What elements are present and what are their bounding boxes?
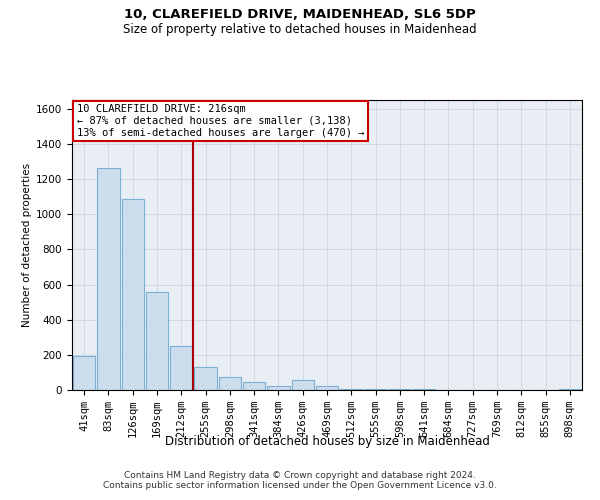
Y-axis label: Number of detached properties: Number of detached properties (22, 163, 32, 327)
Bar (122, 200, 144, 390)
Text: Size of property relative to detached houses in Maidenhead: Size of property relative to detached ho… (123, 22, 477, 36)
Bar (340, 389, 362, 390)
Text: 10, CLAREFIELD DRIVE, MAIDENHEAD, SL6 5DP: 10, CLAREFIELD DRIVE, MAIDENHEAD, SL6 5D… (124, 8, 476, 20)
Bar (243, 382, 265, 390)
Bar (267, 386, 290, 390)
Bar (73, 356, 95, 390)
Bar (194, 367, 217, 390)
Text: Distribution of detached houses by size in Maidenhead: Distribution of detached houses by size … (164, 435, 490, 448)
Bar (146, 292, 168, 390)
Bar (559, 389, 581, 390)
Bar (292, 380, 314, 390)
Bar (170, 346, 193, 390)
Bar (316, 386, 338, 390)
Bar (97, 168, 119, 390)
Bar (218, 377, 241, 390)
Text: 10 CLAREFIELD DRIVE: 216sqm
← 87% of detached houses are smaller (3,138)
13% of : 10 CLAREFIELD DRIVE: 216sqm ← 87% of det… (77, 104, 365, 138)
Text: Contains HM Land Registry data © Crown copyright and database right 2024.
Contai: Contains HM Land Registry data © Crown c… (103, 470, 497, 490)
